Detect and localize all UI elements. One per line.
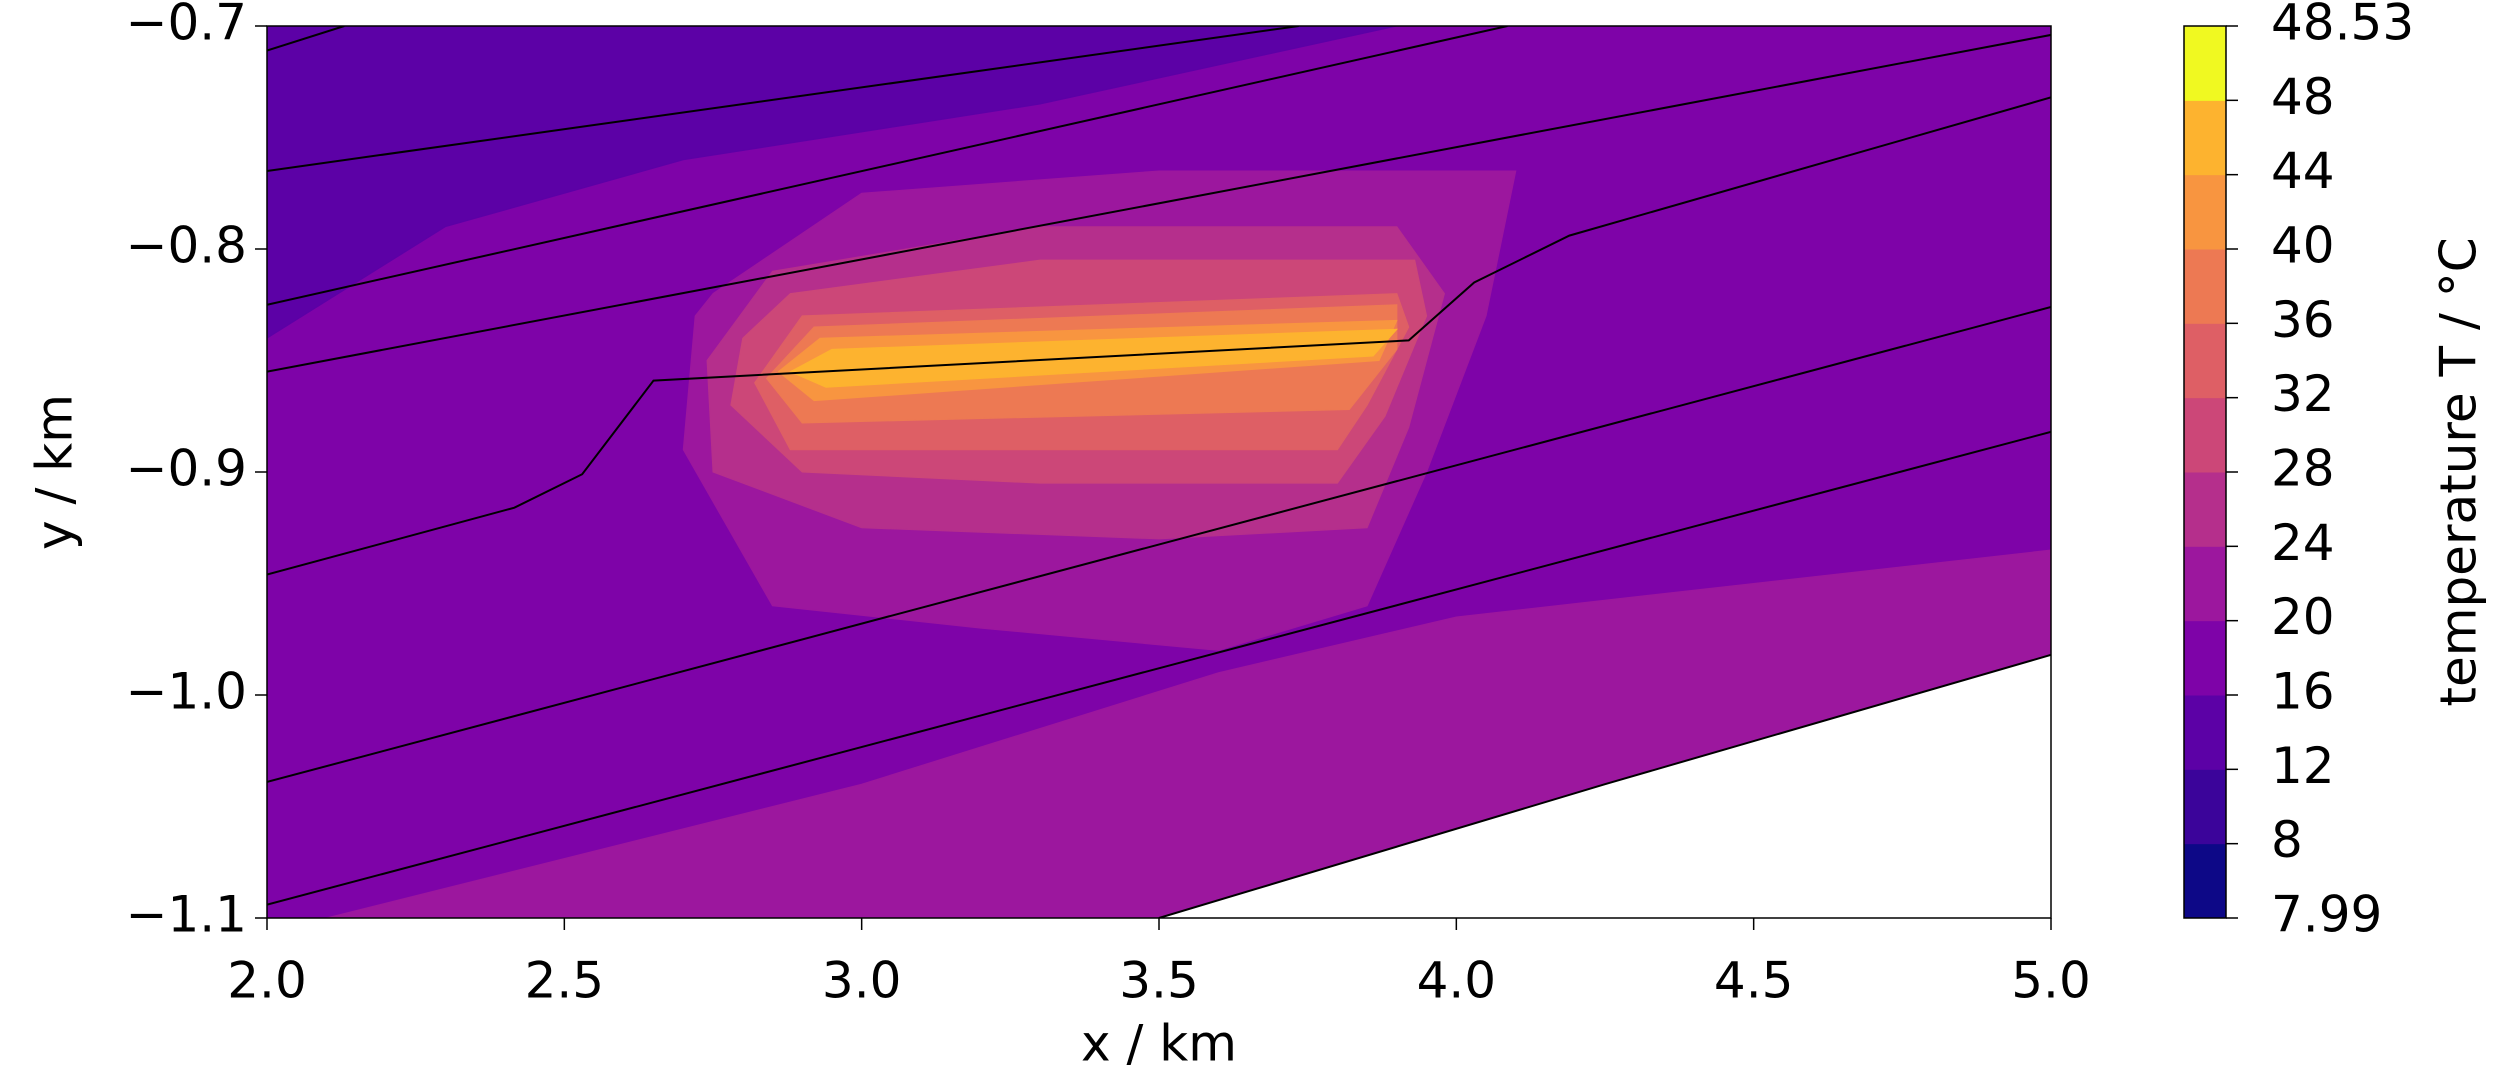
colorbar-tick-label: 28 xyxy=(2271,440,2335,498)
colorbar-tick-label: 12 xyxy=(2271,737,2335,795)
y-tick-label: −0.7 xyxy=(126,0,247,52)
y-tick-label: −1.0 xyxy=(126,663,247,721)
colorbar-tick-label: 48 xyxy=(2271,68,2335,126)
colorbar-band xyxy=(2184,695,2226,770)
colorbar-tick-label: 7.99 xyxy=(2271,886,2382,944)
colorbar-tick-label: 44 xyxy=(2271,142,2335,200)
colorbar-tick-label: 24 xyxy=(2271,514,2335,572)
x-axis-label: x / km xyxy=(1081,1015,1237,1073)
contour-line xyxy=(267,26,345,52)
y-tick-label: −0.8 xyxy=(126,217,247,275)
colorbar-band xyxy=(2184,546,2226,622)
colorbar-tick-label: 48.53 xyxy=(2271,0,2414,52)
colorbar-band xyxy=(2184,323,2226,399)
colorbar-band xyxy=(2184,26,2226,101)
colorbar-tick-label: 8 xyxy=(2271,811,2303,869)
colorbar-tick-label: 20 xyxy=(2271,588,2335,646)
x-tick-label: 2.0 xyxy=(227,952,307,1010)
contour-line xyxy=(267,26,1508,306)
x-tick-label: 3.0 xyxy=(822,952,902,1010)
colorbar-band xyxy=(2184,843,2226,919)
colorbar-band xyxy=(2184,249,2226,324)
colorbar-tick-label: 16 xyxy=(2271,663,2335,721)
y-tick-label: −0.9 xyxy=(126,440,247,498)
colorbar-band xyxy=(2184,620,2226,696)
x-tick-label: 4.5 xyxy=(1714,952,1794,1010)
colorbar-band xyxy=(2184,100,2226,176)
colorbar-tick-label: 40 xyxy=(2271,217,2335,275)
contour-line xyxy=(267,430,2051,906)
x-tick-label: 2.5 xyxy=(525,952,605,1010)
contour-region xyxy=(267,26,1397,339)
contour-region xyxy=(789,328,1399,388)
contour-line xyxy=(267,33,2051,373)
colorbar-band xyxy=(2184,397,2226,473)
contour-line xyxy=(1158,653,2051,918)
x-tick-label: 4.0 xyxy=(1417,952,1497,1010)
plot-area xyxy=(267,26,2051,918)
contour-line xyxy=(267,306,2051,783)
colorbar-tick-label: 36 xyxy=(2271,291,2335,349)
colorbar-band xyxy=(2184,472,2226,547)
y-axis-label: y / km xyxy=(26,394,84,550)
contour-line xyxy=(267,26,1299,172)
contour-line xyxy=(267,96,2051,576)
colorbar-band xyxy=(2184,174,2226,250)
x-tick-label: 5.0 xyxy=(2011,952,2091,1010)
colorbar-band xyxy=(2184,769,2226,845)
y-tick-label: −1.1 xyxy=(126,886,247,944)
colorbar-tick-label: 32 xyxy=(2271,365,2335,423)
colorbar-label: temperature T / °C xyxy=(2430,237,2488,706)
x-tick-label: 3.5 xyxy=(1119,952,1199,1010)
